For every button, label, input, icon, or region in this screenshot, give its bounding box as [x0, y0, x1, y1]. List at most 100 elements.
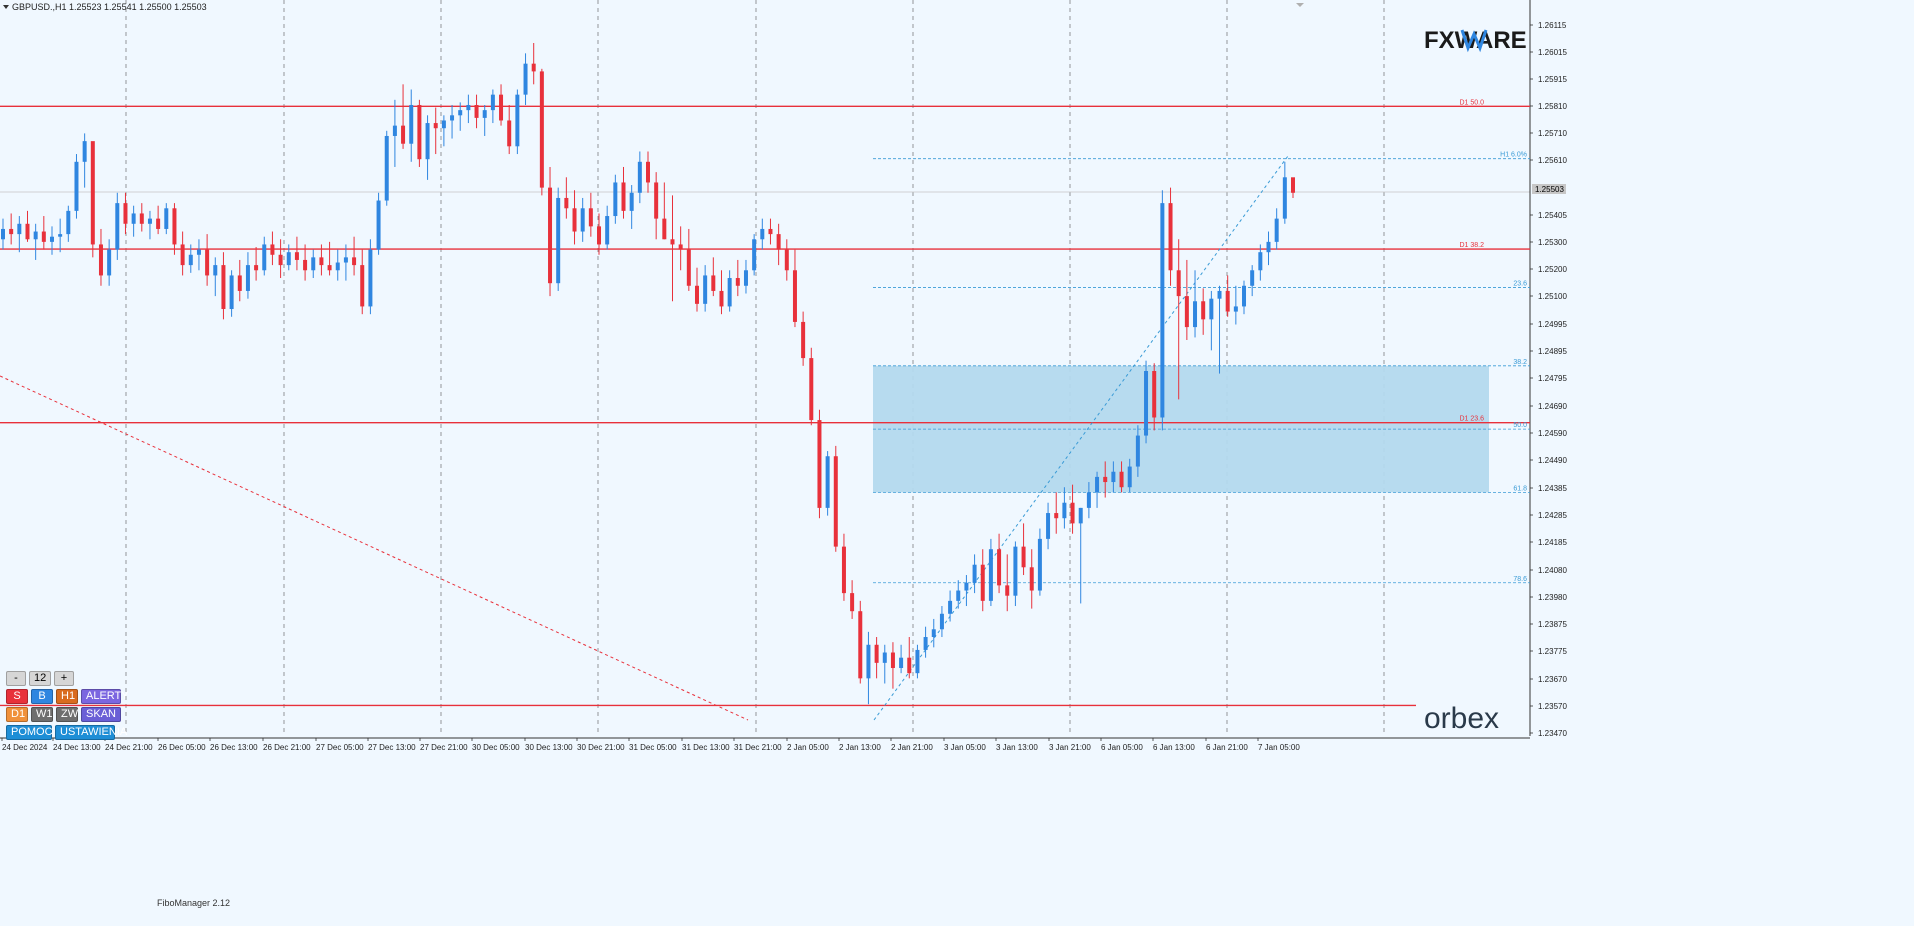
- period-increase-button[interactable]: +: [54, 671, 74, 686]
- scan-button[interactable]: SKAN: [81, 707, 121, 722]
- fxware-logo: FXWARE: [1424, 27, 1527, 54]
- candle-body: [1005, 585, 1010, 596]
- price-tick-label: 1.23570: [1538, 702, 1567, 711]
- candle-body: [368, 249, 373, 307]
- candle-body: [515, 94, 520, 147]
- candle-body: [188, 254, 193, 266]
- header-arrow-icon[interactable]: [3, 5, 9, 9]
- buy-button[interactable]: B: [31, 689, 53, 704]
- candle-body: [139, 213, 144, 224]
- candle-body: [1291, 177, 1295, 193]
- candle-body: [17, 223, 22, 235]
- price-tick-label: 1.25405: [1538, 211, 1567, 220]
- candle-body: [1193, 301, 1198, 328]
- candle-body: [637, 161, 642, 193]
- candle-body: [164, 208, 169, 229]
- candle-body: [890, 652, 895, 669]
- candle-body: [719, 290, 724, 307]
- time-tick-label: 2 Jan 13:00: [839, 743, 881, 752]
- fibo-level-label: 50.0: [1513, 422, 1527, 429]
- candle-body: [205, 249, 210, 276]
- time-tick-label: 24 Dec 21:00: [105, 743, 153, 752]
- level-label: D1 38.2: [1459, 242, 1484, 249]
- candle-body: [792, 270, 797, 322]
- fibo-level-label: 61.8: [1513, 485, 1527, 492]
- price-tick-label: 1.24995: [1538, 320, 1567, 329]
- price-tick-label: 1.24385: [1538, 484, 1567, 493]
- fibo-level-label: H1 6.0%: [1500, 152, 1527, 159]
- time-tick-label: 7 Jan 05:00: [1258, 743, 1300, 752]
- price-tick-label: 1.23980: [1538, 593, 1567, 602]
- candle-body: [147, 218, 152, 224]
- candle-body: [980, 564, 985, 601]
- candle-body: [245, 265, 250, 291]
- candle-body: [1, 228, 5, 240]
- candle-body: [548, 187, 553, 284]
- candle-body: [49, 236, 54, 242]
- price-tick-label: 1.23470: [1538, 729, 1567, 738]
- candle-body: [1184, 296, 1189, 328]
- settings-button[interactable]: USTAWIENIA: [55, 725, 127, 740]
- candle-body: [1233, 306, 1238, 312]
- candle-body: [90, 141, 95, 245]
- candle-body: [1013, 546, 1018, 596]
- orbex-logo: orbex: [1424, 702, 1499, 735]
- candle-body: [98, 244, 103, 276]
- candle-body: [25, 223, 30, 240]
- candle-body: [899, 657, 904, 669]
- price-tick-label: 1.24590: [1538, 429, 1567, 438]
- chart-shift-marker-icon[interactable]: [1296, 3, 1304, 7]
- candle-body: [254, 265, 259, 271]
- candle-body: [425, 123, 430, 160]
- candle-body: [678, 244, 683, 250]
- price-tick-label: 1.25610: [1538, 156, 1567, 165]
- candle-body: [613, 182, 618, 217]
- period-decrease-button[interactable]: -: [6, 671, 26, 686]
- timeframe-h1-button[interactable]: H1: [56, 689, 78, 704]
- candle-body: [156, 218, 161, 229]
- help-button[interactable]: POMOC: [6, 725, 53, 740]
- price-axis: 1.26115 1.26015 1.25915 1.25810 1.25710 1.256…: [1530, 21, 1567, 738]
- candle-body: [1078, 507, 1083, 524]
- candle-body: [564, 197, 569, 209]
- candle-body: [531, 63, 536, 72]
- candle-body: [1037, 538, 1042, 591]
- candle-body: [1086, 492, 1091, 508]
- alerts-button[interactable]: ALERTY: [81, 689, 129, 704]
- candle-body: [874, 644, 879, 663]
- sell-button[interactable]: S: [6, 689, 28, 704]
- candle-body: [507, 120, 512, 147]
- control-panel: - 12 + S B H1 ALERTY D1 W1 ZW SKAN POMOC…: [6, 671, 129, 743]
- fibo-level-label: 23.6: [1513, 281, 1527, 288]
- chart-grid: [0, 0, 1531, 739]
- candle-body: [605, 216, 610, 245]
- price-tick-label: 1.25710: [1538, 129, 1567, 138]
- candle-body: [956, 590, 961, 601]
- candle-body: [964, 582, 969, 591]
- zw-button[interactable]: ZW: [56, 707, 78, 722]
- price-tick-label: 1.24690: [1538, 402, 1567, 411]
- candle-body: [572, 208, 577, 232]
- timeframe-w1-button[interactable]: W1: [31, 707, 53, 722]
- candle-body: [74, 161, 79, 211]
- candle-body: [1209, 298, 1214, 320]
- candle-body: [1217, 290, 1222, 299]
- timeframe-d1-button[interactable]: D1: [6, 707, 28, 722]
- candle-body: [1282, 177, 1287, 219]
- time-axis: 24 Dec 2024 24 Dec 13:00 24 Dec 21:00 26 De…: [1, 738, 1300, 752]
- candle-body: [221, 265, 226, 310]
- candle-body: [1168, 203, 1173, 271]
- candle-body: [33, 231, 38, 240]
- candle-body: [384, 135, 389, 201]
- candle-body: [107, 249, 112, 276]
- candle-body: [41, 231, 46, 242]
- candle-body: [997, 549, 1002, 586]
- candle-body: [213, 265, 218, 276]
- horizontal-levels: D1 50.0 D1 38.2 D1 23.6 H1 6.0% 23.6 38.2 50.0…: [0, 99, 1530, 707]
- candle-body: [1176, 270, 1181, 297]
- current-price-tag: [1532, 184, 1566, 194]
- period-value[interactable]: 12: [29, 671, 51, 686]
- candle-body: [352, 257, 357, 266]
